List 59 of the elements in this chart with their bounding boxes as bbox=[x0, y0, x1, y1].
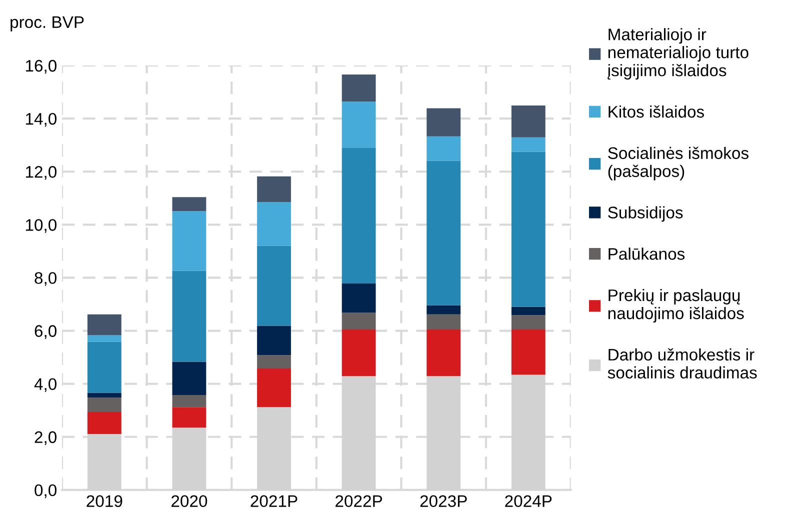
bar bbox=[87, 335, 122, 342]
bar bbox=[172, 270, 206, 362]
legend-label: Kitos išlaidos bbox=[608, 105, 704, 118]
bar bbox=[257, 246, 291, 326]
bar bbox=[426, 160, 461, 306]
x-tick-label: 2020 bbox=[172, 495, 208, 508]
legend-label: Prekių ir paslaugų naudojimo išlaidos bbox=[608, 288, 744, 323]
bar bbox=[257, 202, 291, 246]
bar bbox=[511, 315, 546, 330]
legend-label: Darbo užmokestis ir socialinis draudimas bbox=[608, 348, 757, 379]
bar bbox=[426, 314, 461, 330]
x-tick-label: 2024P bbox=[505, 495, 552, 508]
bar bbox=[426, 329, 461, 376]
x-tick-label: 2022P bbox=[336, 495, 382, 508]
bar bbox=[426, 108, 461, 136]
bar bbox=[342, 102, 376, 148]
bar bbox=[342, 74, 376, 102]
y-tick-label: 4,0 bbox=[34, 378, 56, 392]
legend-label: Palūkanos bbox=[608, 248, 685, 260]
y-tick-label: 2,0 bbox=[34, 431, 56, 446]
legend-label: Socialinės išmokos (pašalpos) bbox=[608, 146, 748, 180]
y-tick-label: 10,0 bbox=[26, 219, 56, 233]
legend-label: Subsidijos bbox=[608, 206, 683, 222]
bar bbox=[257, 326, 291, 356]
bar bbox=[342, 312, 376, 330]
bar bbox=[426, 136, 461, 161]
bar bbox=[511, 137, 546, 152]
bar bbox=[257, 176, 291, 202]
bar bbox=[87, 392, 122, 398]
bar bbox=[87, 412, 122, 434]
bar bbox=[342, 148, 376, 284]
x-tick-label: 2023P bbox=[420, 495, 467, 508]
y-axis-title: proc. BVP bbox=[10, 16, 84, 32]
bar bbox=[511, 106, 546, 138]
y-tick-label: 14,0 bbox=[26, 112, 56, 127]
bar bbox=[426, 305, 461, 314]
bar bbox=[257, 368, 291, 408]
bar bbox=[87, 342, 122, 393]
y-tick-label: 16,0 bbox=[26, 60, 56, 74]
bar bbox=[172, 211, 206, 271]
bar bbox=[172, 394, 206, 408]
bar bbox=[511, 306, 546, 316]
bar bbox=[511, 329, 546, 375]
legend-label: Materialiojo ir nematerialiojo turto įsigijimo išlaidos bbox=[608, 28, 748, 80]
bar bbox=[87, 398, 122, 412]
bar bbox=[87, 314, 122, 336]
bar bbox=[511, 152, 546, 307]
y-tick-label: 0,0 bbox=[34, 484, 56, 498]
x-tick-label: 2019 bbox=[86, 495, 122, 508]
bar bbox=[172, 362, 206, 395]
y-tick-label: 12,0 bbox=[26, 166, 56, 180]
x-tick-label: 2021P bbox=[250, 495, 298, 508]
bar bbox=[172, 197, 206, 212]
bar bbox=[342, 329, 376, 376]
bar bbox=[257, 355, 291, 368]
y-tick-label: 8,0 bbox=[34, 272, 56, 286]
bar bbox=[342, 284, 376, 313]
bar bbox=[172, 407, 206, 428]
y-tick-label: 6,0 bbox=[34, 325, 56, 339]
